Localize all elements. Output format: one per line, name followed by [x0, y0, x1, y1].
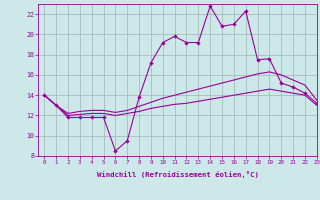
X-axis label: Windchill (Refroidissement éolien,°C): Windchill (Refroidissement éolien,°C): [97, 171, 259, 178]
